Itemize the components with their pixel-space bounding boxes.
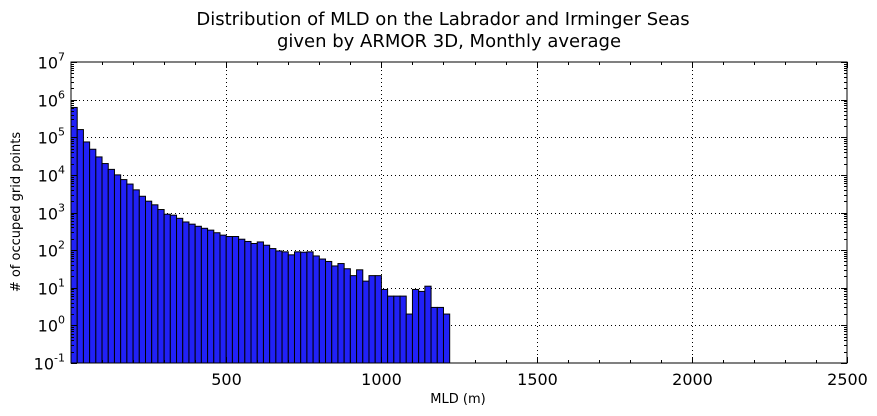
histogram-bar <box>132 189 140 364</box>
histogram-bar <box>318 258 327 364</box>
histogram-bar <box>182 221 190 364</box>
histogram-bar <box>405 313 413 364</box>
histogram-bar <box>411 288 420 364</box>
y-axis-label: # of occuped grid points <box>9 132 24 293</box>
y-tick-label: 103 <box>38 202 65 224</box>
y-tick-label: 105 <box>38 126 65 148</box>
x-tick-label: 1500 <box>517 370 558 389</box>
histogram-bar <box>368 275 376 364</box>
histogram-bar <box>430 306 438 364</box>
y-tick-label: 102 <box>38 239 65 261</box>
x-axis-label: MLD (m) <box>430 392 485 407</box>
histogram-bar <box>238 238 246 364</box>
histogram-bar <box>169 214 178 364</box>
y-tick-label: 106 <box>38 89 65 111</box>
histogram-bar <box>145 200 153 364</box>
histogram-bar <box>312 255 320 364</box>
histogram-bar <box>281 251 289 364</box>
histogram-bar <box>126 183 134 364</box>
histogram-bar <box>442 313 451 364</box>
x-tick-label: 2000 <box>672 370 713 389</box>
histogram-bar <box>95 156 103 364</box>
histogram-bar <box>250 243 258 364</box>
histogram-bar <box>120 179 128 364</box>
histogram-bar <box>399 295 407 364</box>
histogram-bar <box>89 148 97 364</box>
histogram-bar <box>113 174 122 364</box>
histogram-bar <box>219 234 227 364</box>
chart-title-line1: Distribution of MLD on the Labrador and … <box>196 9 689 30</box>
histogram-bars <box>70 106 451 364</box>
histogram-bar <box>101 163 109 364</box>
histogram-bar <box>225 236 233 364</box>
histogram-bar <box>387 295 395 364</box>
x-tick-label: 500 <box>211 370 242 389</box>
histogram-bar <box>306 251 314 364</box>
histogram-bar <box>107 168 115 364</box>
histogram-bar <box>269 248 277 364</box>
histogram-bar <box>356 269 364 364</box>
histogram-bar <box>138 195 146 364</box>
histogram-bar <box>287 254 295 364</box>
histogram-bar <box>424 285 432 364</box>
histogram-bar <box>349 275 358 364</box>
histogram-bar <box>188 223 196 364</box>
axis-ticks: 500 1000 1500 2000 2500 10-1 100 101 102 103 104 10… <box>34 51 868 390</box>
histogram-bar <box>231 236 240 364</box>
histogram-bar <box>82 141 91 364</box>
histogram-bar <box>343 268 351 364</box>
plot-frame <box>70 61 848 364</box>
histogram-bar <box>262 244 271 364</box>
histogram-bar <box>374 275 382 364</box>
histogram-bar <box>325 260 333 364</box>
histogram-bar <box>256 241 264 364</box>
histogram-bar <box>207 229 215 364</box>
histogram-bar <box>176 217 184 364</box>
histogram-bar <box>200 227 209 364</box>
histogram-bar <box>418 290 426 364</box>
grid-lines <box>71 62 847 363</box>
histogram-bar <box>393 295 401 364</box>
histogram-bar <box>76 129 84 364</box>
y-tick-label: 104 <box>38 164 65 186</box>
histogram-bar <box>436 306 444 364</box>
x-tick-label: 2500 <box>827 370 868 389</box>
histogram-bar <box>213 232 221 364</box>
histogram-bar <box>275 250 283 364</box>
histogram-bar <box>337 263 345 364</box>
histogram-bar <box>331 265 339 364</box>
histogram-bar <box>194 225 202 364</box>
histogram-bar <box>244 240 252 364</box>
y-tick-label: 10-1 <box>34 352 65 374</box>
histogram-bar <box>293 251 302 364</box>
histogram-bar <box>300 251 308 364</box>
x-tick-label: 1000 <box>361 370 402 389</box>
y-tick-label: 107 <box>38 51 65 73</box>
histogram-bar <box>70 106 78 364</box>
y-tick-label: 101 <box>38 277 65 299</box>
histogram-bar <box>151 204 159 364</box>
y-tick-label: 100 <box>38 314 65 336</box>
histogram-bar <box>163 213 171 364</box>
chart-title-line2: given by ARMOR 3D, Monthly average <box>277 31 621 52</box>
histogram-bar <box>157 209 165 364</box>
histogram-bar <box>362 280 370 364</box>
histogram-bar <box>380 288 389 364</box>
